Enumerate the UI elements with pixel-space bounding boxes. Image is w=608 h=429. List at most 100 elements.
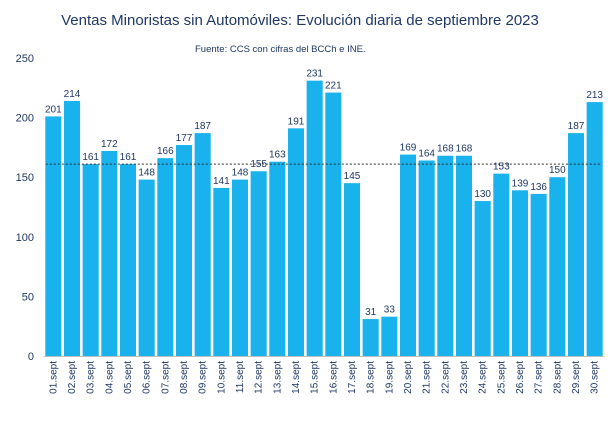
bar — [418, 160, 435, 356]
data-label: 155 — [250, 159, 267, 170]
bar — [250, 171, 267, 356]
x-tick-label: 06.sept — [142, 361, 153, 394]
bar — [530, 193, 547, 356]
data-label: 168 — [437, 144, 454, 155]
bar — [567, 133, 585, 356]
data-label: 213 — [586, 90, 603, 101]
data-label: 33 — [384, 305, 396, 316]
y-tick-label: 50 — [22, 291, 34, 303]
x-tick-label: 02.sept — [67, 361, 78, 394]
data-label: 201 — [45, 104, 62, 115]
x-tick-label: 29.sept — [571, 361, 582, 394]
x-tick-label: 22.sept — [440, 361, 451, 394]
bar — [45, 116, 62, 357]
data-label: 214 — [64, 89, 81, 100]
data-label: 169 — [400, 143, 417, 154]
data-label: 145 — [344, 171, 361, 182]
data-label: 31 — [365, 307, 377, 318]
data-label: 168 — [456, 144, 473, 155]
x-tick-label: 30.sept — [590, 361, 601, 394]
data-label: 231 — [306, 69, 323, 80]
data-label: 148 — [138, 168, 155, 179]
x-tick-label: 17.sept — [347, 361, 358, 394]
data-label: 187 — [194, 121, 211, 132]
x-tick-label: 16.sept — [328, 361, 339, 394]
x-tick-label: 03.sept — [86, 361, 97, 394]
data-label: 148 — [232, 168, 249, 179]
bar — [455, 155, 473, 356]
x-axis: 01.sept 02.sept 03.sept 04.sept 05.sept 06.se… — [44, 356, 604, 394]
x-tick-label: 13.sept — [272, 361, 283, 394]
x-tick-label: 01.sept — [48, 361, 59, 394]
bar — [138, 179, 155, 356]
y-tick-label: 200 — [16, 113, 34, 125]
bar — [287, 128, 305, 356]
bar — [175, 145, 193, 356]
bar — [231, 179, 249, 356]
bar — [493, 173, 510, 356]
x-tick-label: 07.sept — [160, 361, 171, 394]
y-tick-label: 0 — [28, 351, 34, 363]
x-tick-label: 09.sept — [198, 361, 209, 394]
bar — [213, 187, 230, 356]
bar — [474, 201, 491, 356]
bar — [306, 80, 323, 356]
y-axis: 0 50 100 150 200 250 — [16, 53, 34, 363]
data-label: 221 — [325, 81, 342, 92]
x-tick-label: 14.sept — [291, 361, 302, 394]
bar — [194, 133, 211, 356]
data-label: 166 — [157, 146, 174, 157]
bar — [101, 150, 118, 356]
x-tick-label: 08.sept — [179, 361, 190, 394]
data-label: 163 — [269, 150, 286, 161]
chart-subtitle: Fuente: CCS con cifras del BCCh e INE. — [195, 44, 366, 55]
x-tick-label: 11.sept — [235, 361, 246, 393]
x-tick-label: 27.sept — [534, 361, 545, 394]
bar — [157, 158, 174, 356]
x-tick-label: 20.sept — [403, 361, 414, 394]
data-label: 130 — [474, 189, 491, 200]
data-label: 164 — [418, 149, 435, 160]
x-tick-label: 25.sept — [496, 361, 507, 394]
bar — [362, 319, 379, 356]
x-tick-label: 23.sept — [459, 361, 470, 394]
x-tick-label: 19.sept — [384, 361, 395, 394]
x-tick-label: 21.sept — [422, 361, 433, 394]
x-tick-label: 05.sept — [123, 361, 134, 394]
bar — [399, 154, 417, 356]
bars-group — [45, 80, 603, 357]
x-tick-label: 26.sept — [515, 361, 526, 394]
x-tick-label: 18.sept — [366, 361, 377, 394]
x-tick-label: 24.sept — [478, 361, 489, 394]
data-label: 177 — [176, 133, 193, 144]
bar — [381, 316, 398, 356]
bar — [325, 92, 342, 357]
x-tick-label: 10.sept — [216, 361, 227, 394]
data-label: 161 — [120, 152, 137, 163]
bar — [119, 164, 137, 356]
bar — [586, 102, 603, 356]
y-tick-label: 250 — [16, 53, 34, 65]
bar — [437, 155, 454, 356]
bar — [511, 190, 529, 356]
bar — [63, 100, 81, 356]
data-label: 153 — [493, 162, 510, 173]
data-label: 136 — [530, 182, 547, 193]
data-label: 161 — [82, 152, 99, 163]
data-label: 150 — [549, 165, 566, 176]
x-tick-label: 12.sept — [254, 361, 265, 394]
x-tick-label: 04.sept — [104, 361, 115, 394]
bar — [549, 177, 566, 356]
data-label: 172 — [101, 139, 118, 150]
bar — [82, 164, 99, 356]
bar — [269, 161, 286, 356]
data-label: 191 — [288, 116, 305, 127]
y-tick-label: 150 — [16, 172, 34, 184]
data-label: 139 — [512, 178, 529, 189]
bar — [343, 183, 361, 356]
data-labels-group: 2012141611721611481661771871411481551631… — [45, 69, 603, 318]
data-label: 187 — [568, 121, 585, 132]
y-tick-label: 100 — [16, 232, 34, 244]
